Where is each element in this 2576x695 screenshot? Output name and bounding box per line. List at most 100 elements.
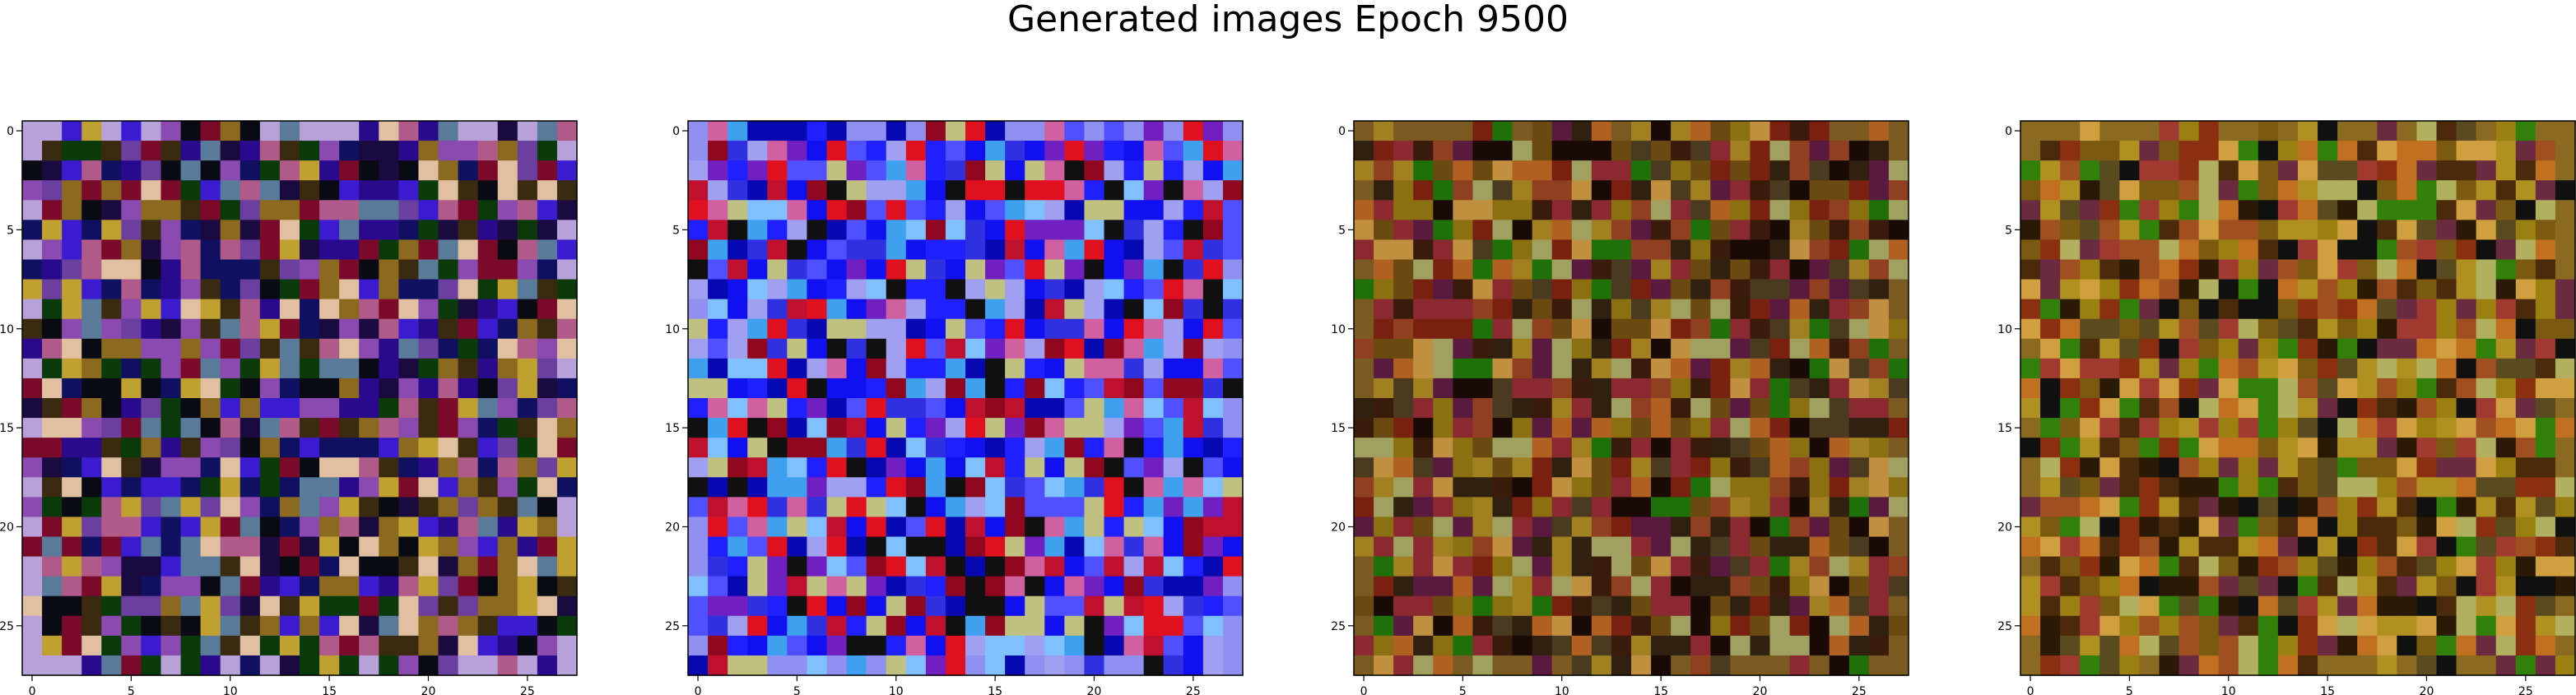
pixel-cell	[2178, 615, 2200, 637]
pixel-cell	[886, 418, 907, 438]
pixel-cell	[1888, 655, 1909, 676]
pixel-cell	[2515, 220, 2536, 241]
pixel-cell	[1512, 615, 1533, 637]
pixel-cell	[1591, 180, 1612, 201]
pixel-cell	[1789, 595, 1811, 617]
pixel-cell	[1651, 180, 1672, 201]
pixel-cell	[1453, 438, 1474, 458]
pixel-cell	[200, 200, 221, 220]
pixel-cell	[537, 655, 558, 676]
pixel-cell	[925, 517, 946, 538]
pixel-cell	[2080, 398, 2100, 419]
pixel-cell	[2020, 338, 2041, 359]
pixel-cell	[22, 536, 43, 558]
pixel-cell	[2277, 635, 2299, 656]
pixel-cell	[180, 141, 202, 161]
pixel-cell	[1631, 655, 1652, 676]
pixel-cell	[1202, 378, 1224, 399]
pixel-cell	[2257, 438, 2279, 458]
pixel-cell	[985, 180, 1006, 201]
pixel-cell	[537, 615, 558, 637]
pixel-cell	[2377, 457, 2397, 478]
pixel-cell	[1453, 418, 1474, 438]
pixel-cell	[81, 299, 102, 320]
pixel-cell	[905, 595, 927, 617]
pixel-cell	[1202, 576, 1224, 597]
pixel-cell	[1789, 121, 1811, 141]
pixel-cell	[1631, 358, 1652, 379]
pixel-cell	[1631, 438, 1652, 458]
pixel-cell	[2119, 457, 2141, 478]
pixel-cell	[121, 338, 142, 359]
pixel-cell	[2318, 595, 2338, 617]
pixel-cell	[42, 220, 63, 241]
pixel-cell	[2397, 556, 2418, 577]
pixel-cell	[1868, 576, 1890, 597]
pixel-cell	[517, 180, 538, 201]
pixel-cell	[81, 556, 102, 577]
y-tick-label: 10	[1331, 323, 1346, 336]
y-tick-label: 15	[0, 422, 14, 435]
pixel-cell	[2218, 338, 2239, 359]
pixel-cell	[121, 200, 142, 220]
pixel-cell	[1690, 398, 1711, 419]
pixel-cell	[807, 536, 828, 558]
pixel-cell	[1789, 220, 1811, 241]
pixel-cell	[1551, 259, 1573, 280]
pixel-cell	[1202, 615, 1224, 637]
pixel-cell	[458, 655, 479, 676]
pixel-cell	[398, 200, 420, 220]
pixel-cell	[1413, 338, 1434, 359]
pixel-cell	[905, 299, 927, 320]
pixel-cell	[1512, 141, 1533, 161]
pixel-cell	[1433, 338, 1453, 359]
pixel-cell	[1551, 438, 1573, 458]
pixel-cell	[1025, 121, 1045, 141]
pixel-cell	[1453, 378, 1474, 399]
pixel-cell	[728, 418, 748, 438]
pixel-cell	[279, 398, 300, 419]
pixel-cell	[1044, 378, 1065, 399]
pixel-cell	[81, 615, 102, 637]
pixel-cell	[2436, 318, 2457, 340]
pixel-cell	[1591, 259, 1612, 280]
pixel-cell	[1868, 517, 1890, 538]
pixel-cell	[1789, 141, 1811, 161]
pixel-cell	[1532, 536, 1553, 558]
pixel-cell	[2298, 615, 2318, 637]
pixel-cell	[2178, 655, 2200, 676]
pixel-cell	[141, 141, 162, 161]
pixel-cell	[2198, 517, 2220, 538]
pixel-cell	[2318, 438, 2338, 458]
pixel-cell	[1690, 358, 1711, 379]
pixel-cell	[556, 180, 578, 201]
pixel-cell	[537, 418, 558, 438]
pixel-cell	[1044, 438, 1065, 458]
pixel-cell	[1492, 398, 1514, 419]
pixel-cell	[2178, 279, 2200, 300]
pixel-cell	[259, 180, 281, 201]
pixel-cell	[1551, 318, 1573, 340]
pixel-cell	[42, 259, 63, 280]
pixel-cell	[477, 378, 499, 399]
pixel-cell	[359, 121, 379, 141]
pixel-cell	[379, 635, 399, 656]
pixel-cell	[1492, 438, 1514, 458]
pixel-cell	[2456, 576, 2477, 597]
pixel-cell	[1769, 121, 1791, 141]
pixel-cell	[2377, 299, 2397, 320]
pixel-cell	[477, 477, 499, 498]
pixel-cell	[279, 318, 300, 340]
pixel-cell	[1868, 497, 1890, 518]
pixel-cell	[2198, 180, 2220, 201]
pixel-cell	[945, 418, 966, 438]
pixel-cell	[747, 398, 768, 419]
pixel-cell	[1888, 556, 1909, 577]
pixel-cell	[1829, 378, 1850, 399]
pixel-cell	[1651, 655, 1672, 676]
pixel-cell	[1571, 635, 1593, 656]
pixel-cell	[2515, 358, 2536, 379]
pixel-cell	[1690, 259, 1711, 280]
pixel-cell	[1671, 418, 1691, 438]
pixel-cell	[1868, 418, 1890, 438]
